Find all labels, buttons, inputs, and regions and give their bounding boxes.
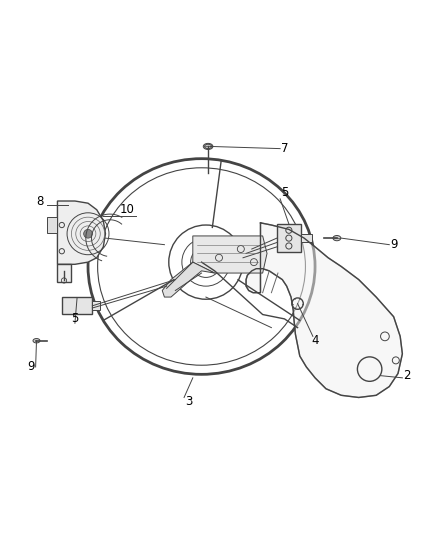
Polygon shape xyxy=(57,201,106,264)
Text: 8: 8 xyxy=(36,195,44,207)
Polygon shape xyxy=(193,236,267,273)
Polygon shape xyxy=(162,262,215,297)
Bar xyxy=(62,297,92,314)
Polygon shape xyxy=(57,264,71,282)
Circle shape xyxy=(201,258,210,266)
Bar xyxy=(46,217,57,233)
Text: 4: 4 xyxy=(311,334,319,347)
Text: 7: 7 xyxy=(281,142,288,155)
Bar xyxy=(277,224,301,252)
Text: 9: 9 xyxy=(390,238,397,251)
Text: 10: 10 xyxy=(120,203,135,216)
Ellipse shape xyxy=(33,338,40,343)
Polygon shape xyxy=(246,223,403,398)
Polygon shape xyxy=(301,234,312,243)
Ellipse shape xyxy=(333,236,341,241)
Ellipse shape xyxy=(203,143,213,149)
Text: 2: 2 xyxy=(403,369,410,382)
Text: 9: 9 xyxy=(28,360,35,374)
Circle shape xyxy=(84,229,92,238)
Text: 5: 5 xyxy=(281,186,288,199)
Text: 5: 5 xyxy=(71,312,78,325)
Text: 3: 3 xyxy=(185,395,192,408)
Bar xyxy=(92,302,100,310)
